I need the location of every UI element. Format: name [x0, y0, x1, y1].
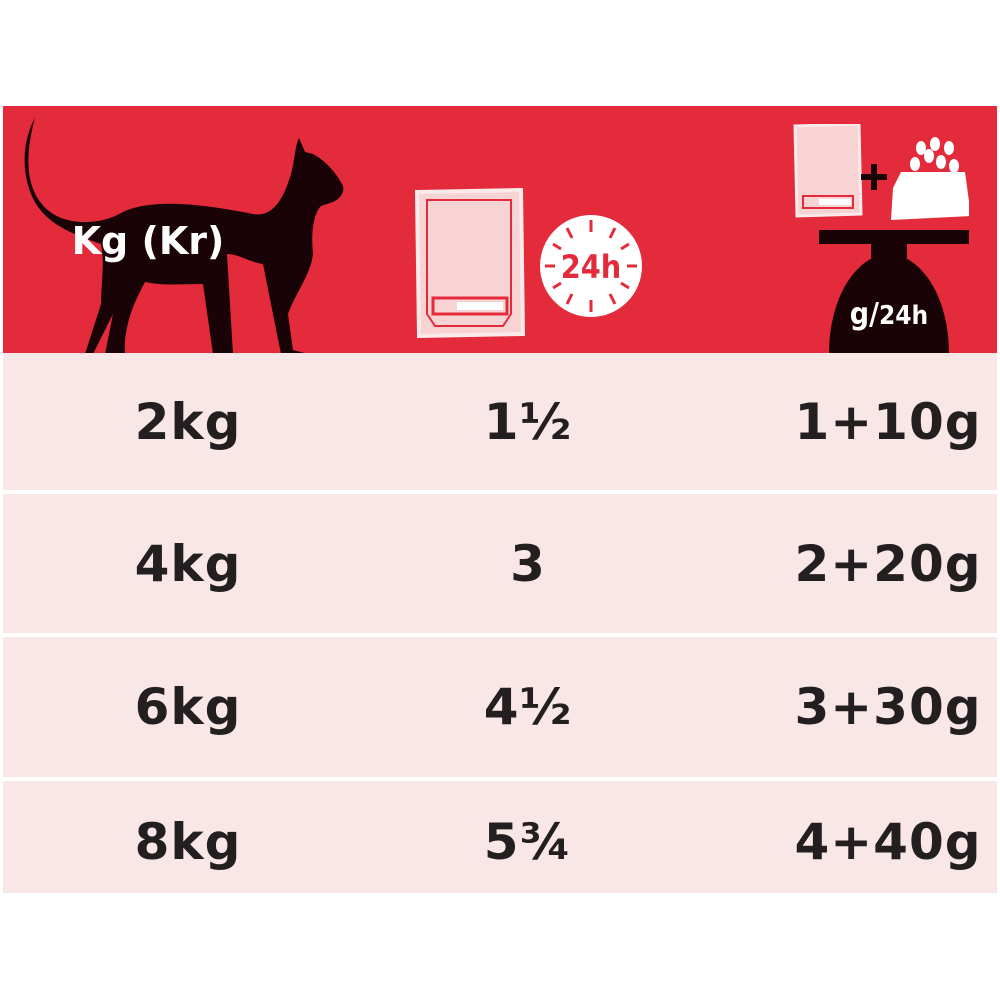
clock-label: 24h	[561, 248, 622, 286]
mixed-cell: 1+10g	[794, 392, 982, 451]
table-row: 8kg 5¾ 4+40g	[3, 781, 997, 893]
pouch-icon	[415, 188, 525, 338]
table-row: 6kg 4½ 3+30g	[3, 637, 997, 777]
table-row: 2kg 1½ 1+10g	[3, 353, 997, 490]
weight-cell: 8kg	[134, 813, 242, 871]
cat-silhouette-icon: Kg (Kr)	[24, 118, 344, 354]
pouches-cell: 5¾	[483, 813, 573, 871]
pouches-cell: 3	[510, 534, 546, 593]
mixed-cell: 3+30g	[794, 678, 982, 736]
mixed-cell: 4+40g	[794, 813, 982, 871]
weight-cell: 6kg	[134, 678, 242, 736]
weight-column-header: Kg (Kr)	[72, 219, 225, 263]
mixed-feeding-scale-icon: g/24h	[793, 124, 969, 354]
weight-cell: 2kg	[134, 392, 242, 451]
pouches-cell: 1½	[483, 392, 573, 451]
mixed-cell: 2+20g	[794, 534, 982, 593]
grams-per-24h-label: g/24h	[850, 297, 928, 332]
table-header: Kg (Kr) 24h g/24h	[3, 106, 997, 354]
clock-24h-icon: 24h	[540, 215, 642, 317]
table-row: 4kg 3 2+20g	[3, 494, 997, 633]
weight-cell: 4kg	[134, 534, 242, 593]
pouches-cell: 4½	[483, 678, 573, 736]
